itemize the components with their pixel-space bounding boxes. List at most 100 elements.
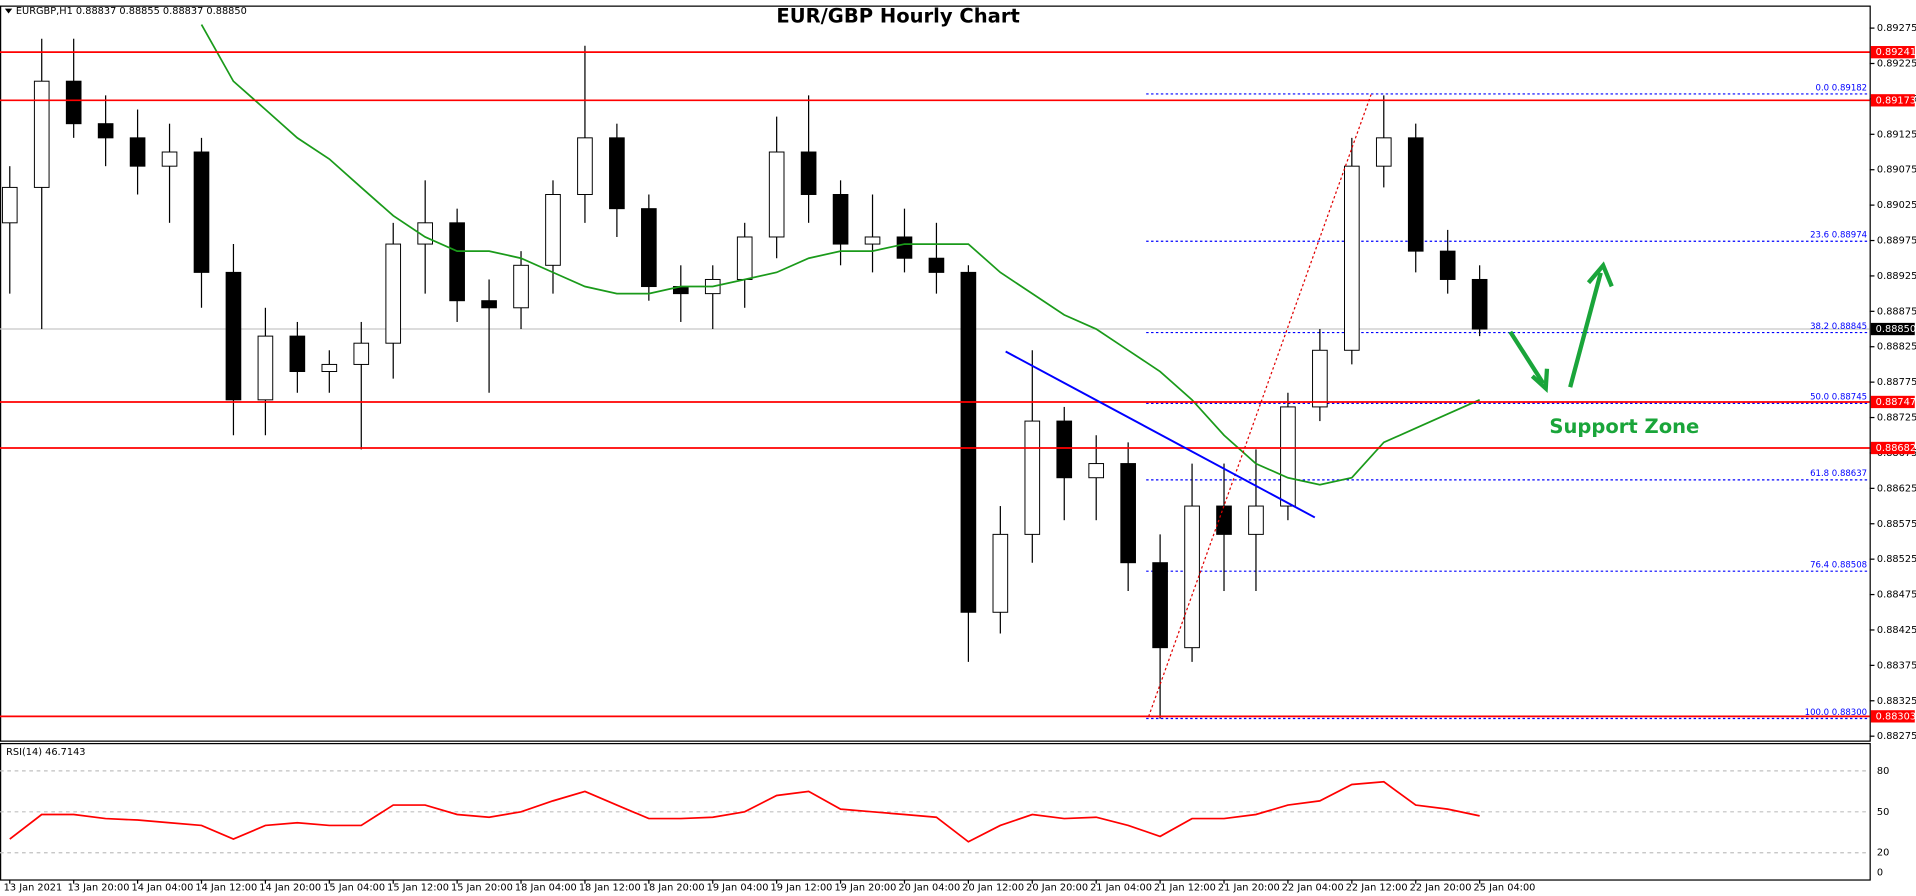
- candle-body: [800, 151, 817, 195]
- x-tick-label: 19 Jan 12:00: [771, 882, 833, 893]
- main-panel: [0, 5, 1871, 742]
- candle-body: [1056, 420, 1073, 479]
- y-tick-label: 0.88425: [1877, 625, 1916, 636]
- rsi-tick-label: 80: [1877, 766, 1889, 777]
- candle-body: [161, 151, 178, 167]
- candle-body: [33, 80, 50, 188]
- x-tick-label: 21 Jan 04:00: [1090, 882, 1152, 893]
- fib-label: 38.2 0.88845: [1810, 322, 1867, 332]
- level-label: 0.88682: [1876, 443, 1916, 454]
- level-tag: [1870, 46, 1915, 59]
- candle-body: [225, 271, 242, 401]
- candle-body: [896, 236, 913, 259]
- candle-body: [1088, 463, 1105, 479]
- y-tick-label: 0.89025: [1877, 200, 1916, 211]
- level-label: 0.89241: [1876, 47, 1916, 58]
- candle-body: [321, 363, 338, 373]
- x-tick-label: 14 Jan 12:00: [195, 882, 257, 893]
- y-tick-label: 0.88275: [1877, 731, 1916, 742]
- x-tick-label: 25 Jan 04:00: [1474, 882, 1536, 893]
- y-tick-label: 0.88525: [1877, 554, 1916, 565]
- x-tick-label: 15 Jan 12:00: [387, 882, 449, 893]
- level-tag: [1870, 710, 1915, 723]
- y-tick-label: 0.88925: [1877, 271, 1916, 282]
- level-tag: [1870, 441, 1915, 455]
- current-price-tag: [1870, 322, 1915, 336]
- x-tick-label: 22 Jan 04:00: [1282, 882, 1344, 893]
- y-tick-label: 0.88725: [1877, 413, 1916, 424]
- fib-label: 0.0 0.89182: [1816, 83, 1868, 93]
- x-tick-label: 20 Jan 12:00: [962, 882, 1024, 893]
- x-tick-label: 14 Jan 20:00: [259, 882, 321, 893]
- fib-label: 100.0 0.88300: [1805, 708, 1867, 718]
- candle-body: [768, 151, 785, 238]
- fib-label: 76.4 0.88508: [1810, 561, 1867, 571]
- fib-drawline: [1148, 94, 1372, 717]
- current-price-label: 0.88850: [1876, 324, 1916, 335]
- candle-body: [545, 194, 561, 266]
- y-tick-label: 0.88975: [1877, 236, 1916, 247]
- rsi-tick-label: 0: [1877, 868, 1883, 879]
- x-tick-label: 15 Jan 04:00: [323, 882, 385, 893]
- candle-body: [1280, 406, 1296, 507]
- candle-body: [1312, 349, 1328, 408]
- x-tick-label: 19 Jan 04:00: [707, 882, 769, 893]
- x-tick-label: 21 Jan 20:00: [1218, 882, 1280, 893]
- candle-body: [1407, 137, 1424, 252]
- x-tick-label: 22 Jan 12:00: [1346, 882, 1408, 893]
- x-tick-label: 20 Jan 20:00: [1026, 882, 1088, 893]
- x-tick-label: 18 Jan 04:00: [515, 882, 577, 893]
- symbol-info: EURGBP,H1 0.88837 0.88855 0.88837 0.8885…: [16, 6, 247, 17]
- arrow-head: [1530, 368, 1550, 393]
- level-tag: [1870, 395, 1915, 409]
- candle-body: [513, 264, 529, 309]
- x-tick-label: 13 Jan 2021: [4, 882, 63, 893]
- level-label: 0.88747: [1876, 397, 1916, 408]
- candle-body: [65, 80, 82, 125]
- candle-body: [1184, 505, 1200, 649]
- moving-average: [200, 24, 1480, 486]
- y-tick-label: 0.88775: [1877, 377, 1916, 388]
- x-tick-label: 15 Jan 20:00: [451, 882, 513, 893]
- y-tick-label: 0.89075: [1877, 165, 1916, 176]
- candle-body: [577, 137, 593, 195]
- candle-body: [1375, 137, 1392, 167]
- y-tick-label: 0.88375: [1877, 660, 1916, 671]
- rsi-tick-label: 50: [1877, 807, 1889, 818]
- candle-body: [736, 236, 753, 280]
- candle-body: [97, 123, 114, 139]
- level-label: 0.88303: [1876, 711, 1916, 722]
- y-tick-label: 0.88325: [1877, 696, 1916, 707]
- candle-body: [1471, 278, 1488, 330]
- main-layer: 0.892750.892250.891750.891250.890750.890…: [0, 23, 1916, 893]
- arrow-up: [1568, 272, 1603, 388]
- fib-label: 50.0 0.88745: [1810, 393, 1867, 403]
- candle-body: [1216, 505, 1232, 535]
- x-tick-label: 18 Jan 20:00: [643, 882, 705, 893]
- candle-body: [449, 222, 465, 302]
- candle-body: [1024, 420, 1041, 535]
- y-tick-label: 0.88625: [1877, 483, 1916, 494]
- candle-body: [289, 335, 306, 373]
- x-tick-label: 21 Jan 12:00: [1154, 882, 1216, 893]
- trendline: [1005, 350, 1316, 519]
- x-tick-label: 18 Jan 12:00: [579, 882, 641, 893]
- arrows: [1508, 261, 1614, 393]
- x-tick-label: 19 Jan 20:00: [834, 882, 896, 893]
- level-tag: [1870, 94, 1915, 107]
- annotation: Support Zone: [1549, 415, 1699, 438]
- candle-body: [1344, 165, 1360, 351]
- y-tick-label: 0.88575: [1877, 519, 1916, 530]
- candle-body: [481, 300, 497, 309]
- y-tick-label: 0.88475: [1877, 590, 1916, 601]
- candle-body: [928, 257, 945, 273]
- arrow-head: [1586, 261, 1614, 288]
- y-tick-label: 0.89225: [1877, 58, 1916, 69]
- y-tick-label: 0.88875: [1877, 306, 1916, 317]
- candle-body: [609, 137, 625, 210]
- fib-label: 61.8 0.88637: [1810, 469, 1867, 479]
- y-tick-label: 0.88825: [1877, 342, 1916, 353]
- candle-body: [353, 342, 370, 365]
- x-tick-label: 22 Jan 20:00: [1410, 882, 1472, 893]
